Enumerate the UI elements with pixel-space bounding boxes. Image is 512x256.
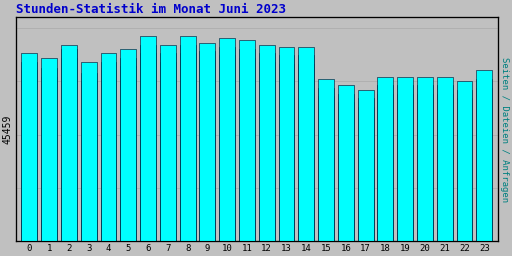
Bar	[100, 62, 116, 241]
Bar	[160, 45, 176, 241]
Bar	[417, 77, 433, 241]
Bar	[239, 58, 255, 241]
Bar	[100, 53, 116, 241]
Bar	[476, 70, 492, 241]
Bar	[41, 77, 57, 241]
Bar	[259, 53, 274, 241]
Bar	[22, 53, 37, 241]
Bar	[61, 58, 77, 241]
Bar	[358, 98, 374, 241]
Bar	[298, 64, 314, 241]
Bar	[437, 94, 453, 241]
Y-axis label: 45459: 45459	[3, 114, 13, 144]
Bar	[259, 45, 274, 241]
Bar	[219, 38, 235, 241]
Bar	[298, 47, 314, 241]
Bar	[160, 53, 176, 241]
Bar	[338, 85, 354, 241]
Bar	[81, 81, 97, 241]
Bar	[279, 47, 294, 241]
Bar	[140, 53, 156, 241]
Bar	[279, 64, 294, 241]
Bar	[239, 49, 255, 241]
Bar	[22, 62, 37, 241]
Bar	[140, 36, 156, 241]
Bar	[476, 88, 492, 241]
Bar	[377, 94, 393, 241]
Bar	[180, 45, 196, 241]
Bar	[200, 42, 216, 241]
Bar	[397, 94, 413, 241]
Bar	[81, 62, 97, 241]
Bar	[239, 40, 255, 241]
Bar	[338, 94, 354, 241]
Bar	[81, 72, 97, 241]
Bar	[417, 85, 433, 241]
Bar	[180, 53, 196, 241]
Bar	[120, 49, 136, 241]
Bar	[358, 90, 374, 241]
Bar	[41, 58, 57, 241]
Bar	[457, 98, 473, 241]
Bar	[358, 107, 374, 241]
Bar	[41, 68, 57, 241]
Bar	[61, 45, 77, 241]
Bar	[100, 70, 116, 241]
Bar	[318, 88, 334, 241]
Bar	[457, 90, 473, 241]
Bar	[318, 96, 334, 241]
Bar	[476, 79, 492, 241]
Bar	[417, 94, 433, 241]
Bar	[437, 85, 453, 241]
Bar	[377, 77, 393, 241]
Bar	[318, 79, 334, 241]
Bar	[200, 51, 216, 241]
Bar	[437, 77, 453, 241]
Y-axis label: Seiten / Dateien / Anfragen: Seiten / Dateien / Anfragen	[500, 57, 509, 202]
Bar	[140, 45, 156, 241]
Bar	[120, 66, 136, 241]
Bar	[457, 81, 473, 241]
Bar	[298, 56, 314, 241]
Bar	[160, 62, 176, 241]
Bar	[279, 56, 294, 241]
Bar	[200, 60, 216, 241]
Bar	[259, 62, 274, 241]
Bar	[219, 47, 235, 241]
Text: Stunden-Statistik im Monat Juni 2023: Stunden-Statistik im Monat Juni 2023	[15, 3, 286, 16]
Bar	[397, 77, 413, 241]
Bar	[120, 58, 136, 241]
Bar	[180, 36, 196, 241]
Bar	[61, 49, 77, 241]
Bar	[219, 56, 235, 241]
Bar	[338, 102, 354, 241]
Bar	[397, 85, 413, 241]
Bar	[22, 70, 37, 241]
Bar	[377, 85, 393, 241]
